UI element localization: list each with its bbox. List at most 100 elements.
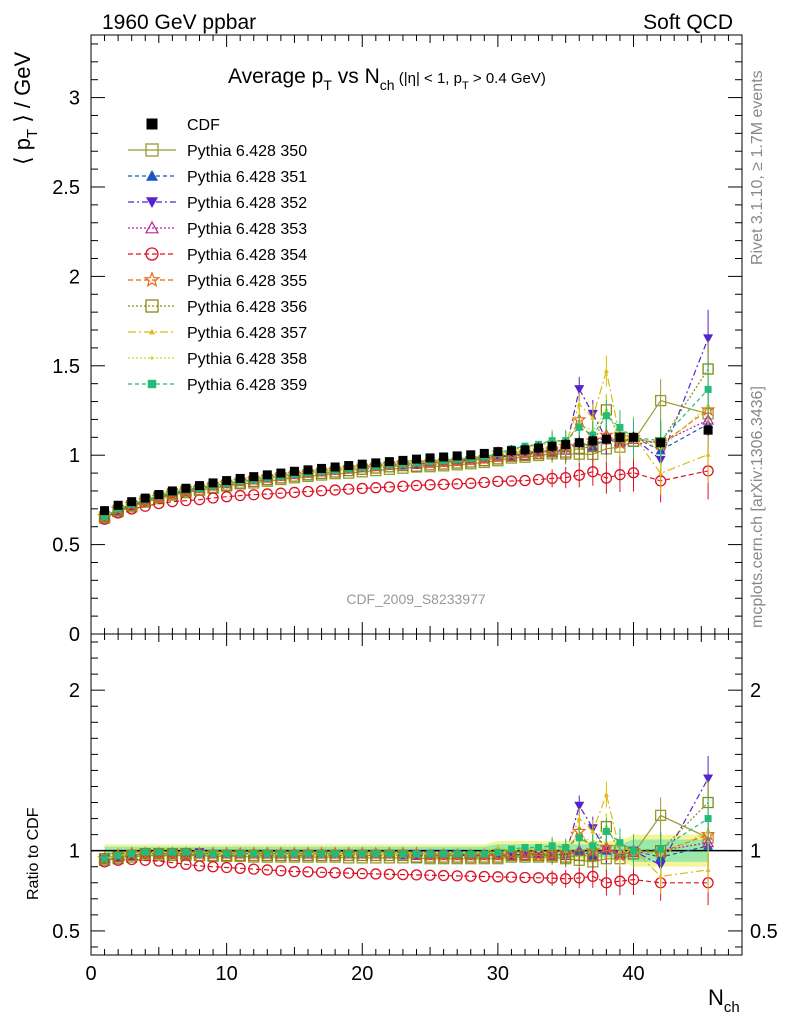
ratio-point-354 [451,870,463,882]
ratio-point-359 [657,845,665,853]
cdf-point [547,441,557,451]
x-tick-label: 10 [216,963,238,985]
point-354 [329,484,341,496]
series-line-354 [104,470,709,520]
ratio-point-352 [533,849,544,859]
ratio-point-354 [600,877,613,889]
point-357 [705,452,711,457]
point-354 [261,488,273,500]
ratio-point-359 [318,850,326,858]
cdf-point [154,490,164,500]
ratio-point-354 [532,872,545,884]
ratio-point-354 [166,857,179,869]
ratio-point-354 [261,864,273,876]
cdf-point [493,447,503,457]
ratio-point-355 [531,847,546,862]
analysis-watermark: CDF_2009_S8233977 [346,591,486,607]
ratio-point-359 [223,850,231,858]
point-354 [614,469,626,481]
point-354 [220,491,233,503]
axis-ticks [90,35,743,955]
x-tick-label: 0 [85,963,96,985]
cdf-point [235,473,245,483]
point-354 [546,472,558,485]
legend-marker [145,143,159,157]
point-350 [654,394,667,407]
point-359 [704,385,712,393]
legend-label: Pythia 6.428 358 [187,351,307,368]
ratio-point-359 [304,850,312,858]
ratio-point-359 [589,842,597,850]
cdf-point [195,481,204,491]
point-354 [397,480,409,492]
cdf-point [588,436,598,446]
cdf-point [303,465,313,475]
ratio-point-359 [399,850,407,858]
cdf-point [344,461,354,471]
ratio-point-359 [575,834,583,842]
ratio-point-354 [370,868,382,880]
ratio-point-356 [573,849,585,862]
y-tick-label: 2.5 [52,177,80,199]
ratio-point-359 [263,850,271,858]
point-354 [410,479,423,492]
ratio-point-352 [703,774,714,784]
legend-marker [147,379,157,389]
point-359 [575,423,583,431]
ratio-point-359 [168,848,176,856]
legend-marker [143,271,161,288]
ratio-point-359 [345,850,353,858]
cdf-point [181,483,191,493]
point-359 [548,437,556,445]
ratio-point-357 [705,867,711,872]
legend-label: Pythia 6.428 354 [187,247,307,264]
ratio-point-359 [480,850,488,858]
ratio-point-354 [560,873,572,885]
point-354 [302,485,314,498]
point-354 [465,477,477,489]
ratio-point-355 [504,846,519,861]
ratio-point-359 [467,850,475,858]
cdf-point [371,458,381,468]
point-354 [437,478,450,491]
cdf-point [289,466,299,476]
point-354 [478,476,490,489]
y-tick-label: 2 [69,266,80,288]
point-354 [234,489,246,502]
ratio-point-354 [587,870,599,883]
ratio-panel-series [97,755,716,906]
ratio-point-359 [535,843,543,851]
main-panel-series [97,309,716,525]
ratio-point-359 [114,851,122,859]
ratio-point-357 [658,873,664,879]
ratio-point-354 [329,867,341,879]
cdf-point [479,448,489,458]
cdf-point [262,470,272,480]
legend-label: Pythia 6.428 356 [187,299,307,316]
ratio-point-354 [383,868,396,880]
ratio-point-359 [128,850,136,858]
point-359 [616,423,624,431]
ratio-point-359 [372,850,380,858]
point-354 [370,482,382,494]
ratio-point-354 [288,865,301,878]
ratio-point-355 [599,839,614,854]
point-354 [600,472,613,484]
ratio-point-359 [385,850,393,858]
mcplots-label: mcplots.cern.ch [arXiv:1306.3436] [749,386,766,628]
ratio-point-359 [440,850,448,858]
ratio-point-354 [546,872,558,884]
point-354 [356,482,368,495]
ratio-point-354 [437,869,450,882]
ratio-line-354 [104,858,709,884]
ratio-y-tick-label: 2 [750,680,761,702]
x-tick-label: 40 [622,963,644,985]
point-354 [560,471,572,484]
y-tick-label: 3 [69,88,80,110]
cdf-point [520,445,530,455]
ratio-y-tick-label: 0.5 [52,921,80,943]
legend-marker [146,197,158,208]
cdf-point [615,432,625,442]
ratio-point-359 [141,848,149,856]
cdf-point [208,478,218,488]
